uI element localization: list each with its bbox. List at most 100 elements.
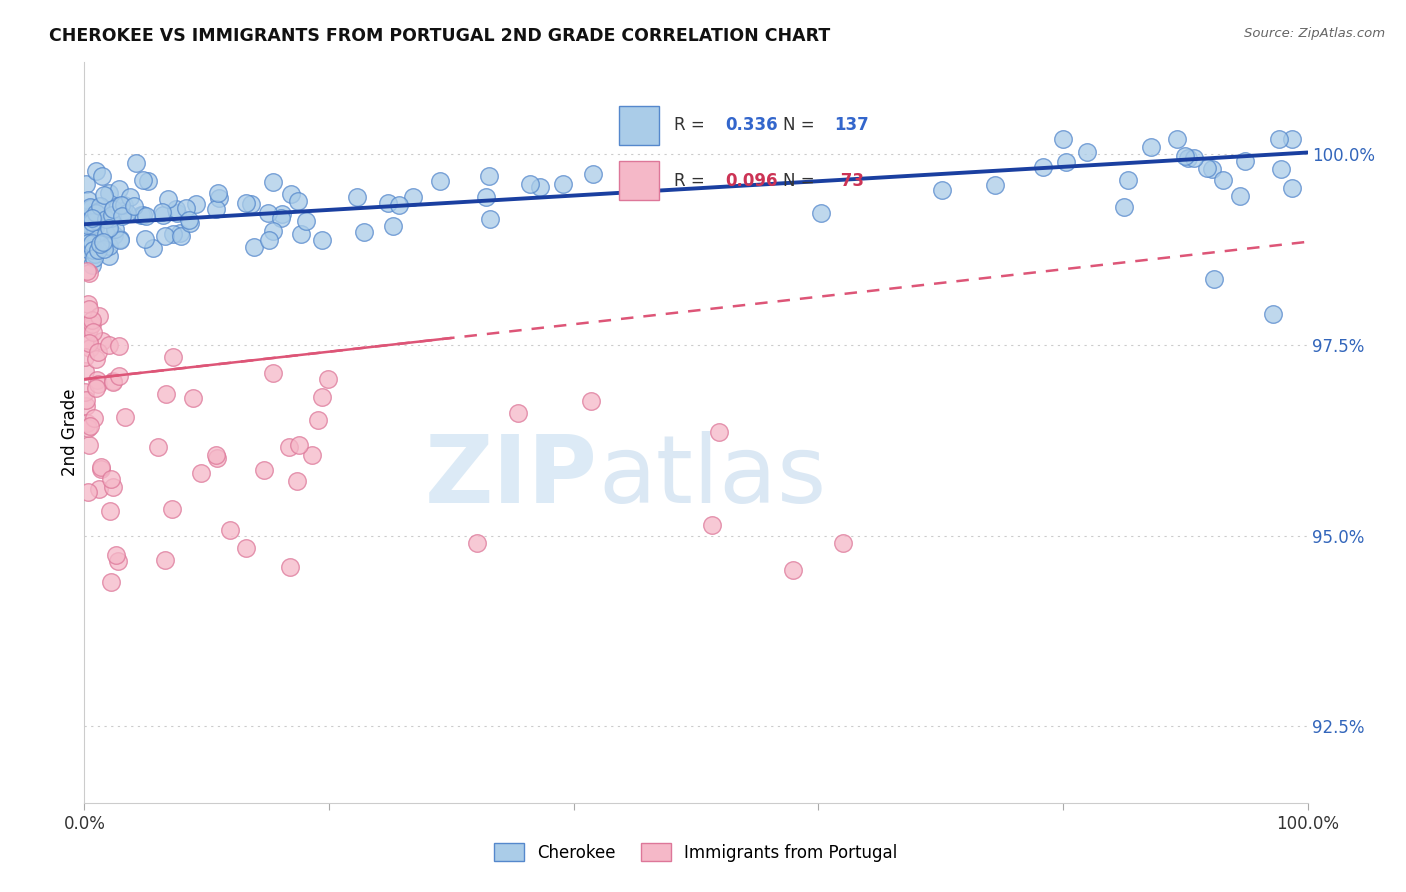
Point [80, 201, 103, 215]
Point [76, 264, 98, 278]
Point [1233, 154, 1256, 169]
Point [287, 438, 309, 452]
Point [103, 202, 125, 216]
Point [1270, 162, 1292, 177]
Point [93, 188, 115, 202]
Point [103, 374, 125, 388]
Point [1054, 155, 1077, 169]
Point [80, 215, 103, 229]
Point [153, 552, 176, 566]
Point [76, 218, 98, 232]
Point [166, 205, 188, 219]
Point [75, 213, 97, 227]
Point [79, 437, 101, 451]
Point [97, 249, 120, 263]
Point [508, 406, 530, 420]
Point [579, 393, 602, 408]
Point [478, 169, 501, 184]
Point [984, 178, 1007, 192]
Point [709, 425, 731, 439]
Point [170, 229, 193, 244]
Point [90, 169, 112, 184]
Point [155, 386, 177, 401]
Point [700, 518, 723, 533]
Point [114, 198, 136, 212]
Point [83, 410, 105, 425]
Point [75, 211, 97, 226]
Point [278, 560, 301, 574]
Point [169, 226, 191, 240]
Point [84, 218, 107, 232]
Point [75, 350, 97, 364]
Point [239, 197, 262, 211]
Point [103, 227, 125, 242]
Point [110, 197, 132, 211]
Point [162, 351, 184, 365]
Point [262, 175, 284, 189]
Point [82, 317, 104, 331]
Point [76, 417, 98, 431]
Point [79, 341, 101, 355]
Point [76, 211, 98, 225]
Point [101, 375, 124, 389]
Text: atlas: atlas [598, 431, 827, 523]
Point [100, 575, 122, 590]
Point [77, 193, 100, 207]
Point [87, 344, 110, 359]
Point [124, 199, 146, 213]
Point [107, 198, 129, 212]
Point [142, 242, 165, 256]
Point [294, 214, 316, 228]
Point [80, 208, 103, 222]
Point [285, 475, 308, 489]
Point [87, 310, 110, 324]
Point [82, 236, 104, 251]
Point [77, 334, 100, 348]
Point [86, 214, 108, 228]
Point [242, 240, 264, 254]
Point [83, 251, 105, 265]
Point [519, 177, 541, 191]
Point [1076, 145, 1098, 159]
Point [287, 194, 309, 208]
Y-axis label: 2nd Grade: 2nd Grade [62, 389, 80, 476]
Point [90, 459, 112, 474]
Point [101, 208, 124, 222]
Text: CHEROKEE VS IMMIGRANTS FROM PORTUGAL 2ND GRADE CORRELATION CHART: CHEROKEE VS IMMIGRANTS FROM PORTUGAL 2ND… [49, 27, 831, 45]
Point [73, 216, 96, 230]
Point [91, 235, 114, 249]
Point [165, 202, 187, 216]
Point [125, 156, 148, 170]
Point [529, 179, 551, 194]
Point [84, 381, 107, 395]
Point [1166, 132, 1188, 146]
Point [75, 400, 97, 414]
Point [97, 221, 120, 235]
Point [82, 325, 104, 339]
Point [1174, 149, 1197, 163]
Point [152, 208, 174, 222]
Point [132, 173, 155, 187]
Point [134, 232, 156, 246]
Point [307, 413, 329, 427]
Point [83, 246, 105, 260]
Point [84, 351, 107, 366]
Point [353, 225, 375, 239]
Point [401, 190, 423, 204]
Point [87, 243, 110, 257]
Point [98, 238, 121, 252]
Point [155, 228, 177, 243]
Point [104, 222, 127, 236]
Point [259, 233, 281, 247]
Point [76, 297, 98, 311]
Point [832, 535, 855, 549]
Point [89, 199, 111, 213]
Point [80, 312, 103, 326]
Point [208, 191, 231, 205]
Point [77, 236, 100, 251]
Point [83, 220, 105, 235]
Point [89, 482, 111, 496]
Point [90, 462, 112, 476]
Point [94, 212, 117, 227]
Point [1229, 189, 1251, 203]
